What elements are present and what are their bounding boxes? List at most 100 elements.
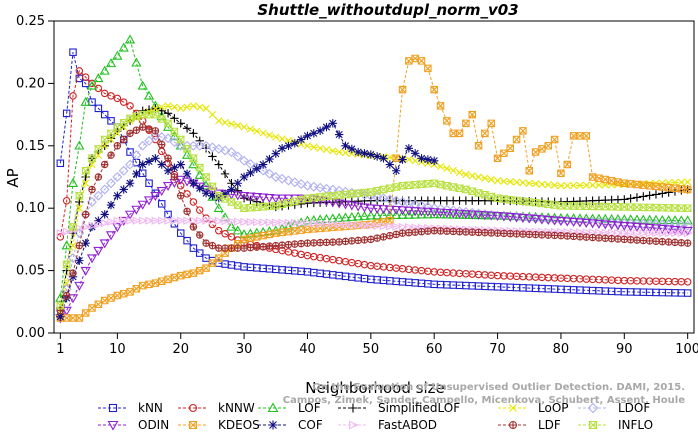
point-loop (551, 181, 559, 189)
point-odin (353, 202, 364, 212)
point-fastabod (614, 228, 624, 238)
point-lof (663, 214, 674, 225)
point-kdeos (75, 314, 84, 322)
point-fastabod (303, 219, 314, 228)
point-loop (310, 143, 318, 151)
point-odin (517, 213, 529, 223)
point-loop (215, 117, 223, 125)
point-ldf (88, 185, 96, 194)
point-fastabod (620, 229, 630, 238)
point-kdeos (215, 254, 223, 262)
point-fastabod (145, 216, 155, 225)
point-fastabod (227, 217, 238, 226)
point-odin (93, 246, 104, 256)
point-inflo (106, 129, 116, 138)
point-ldf (145, 125, 153, 133)
point-lof (391, 209, 402, 219)
point-ldof (308, 181, 319, 192)
legend-label: ODIN (138, 418, 169, 432)
point-fastabod (240, 217, 250, 226)
point-ldf (151, 127, 160, 135)
point-ldf (69, 269, 77, 277)
point-lof (422, 209, 434, 219)
point-lof (99, 65, 110, 75)
point-fastabod (639, 229, 649, 238)
point-knnw (683, 278, 692, 286)
point-cof (303, 131, 312, 141)
point-cof (372, 152, 382, 161)
point-loop (386, 153, 394, 161)
point-cof (157, 160, 166, 169)
point-odin (156, 186, 167, 197)
point-odin (581, 218, 592, 228)
point-ldf (202, 239, 210, 247)
point-ldf (588, 233, 597, 242)
point-kdeos (138, 281, 147, 290)
point-knn (195, 249, 204, 257)
x-tick-label: 20 (172, 342, 189, 357)
point-knnw (126, 102, 134, 110)
point-fastabod (176, 216, 187, 225)
point-simplifiedlof (626, 194, 635, 203)
point-simplifiedlof (189, 129, 198, 138)
point-odin (435, 208, 446, 218)
point-knn (176, 229, 185, 237)
point-inflo (676, 204, 686, 212)
point-inflo (188, 154, 198, 163)
point-lof (340, 212, 351, 222)
point-ldf (176, 192, 185, 200)
point-cof (182, 169, 192, 179)
point-inflo (334, 191, 344, 199)
point-loop (443, 164, 451, 173)
point-lof (669, 215, 681, 225)
point-ldf (664, 238, 673, 246)
point-loop (164, 102, 172, 110)
point-simplifiedlof (639, 192, 648, 201)
point-fastabod (633, 229, 643, 238)
point-ldf (474, 228, 483, 237)
legend-label: kNNW (218, 401, 255, 415)
point-ldf (195, 231, 204, 239)
point-fastabod (208, 216, 219, 225)
point-loop (512, 178, 521, 186)
point-ldof (232, 151, 243, 162)
point-ldf (487, 229, 495, 237)
point-loop (113, 129, 121, 137)
point-odin (99, 239, 110, 249)
series-lof (55, 34, 693, 302)
point-kdeos (176, 271, 185, 280)
point-ldf (291, 240, 299, 248)
point-cof (208, 191, 217, 200)
point-fastabod (183, 216, 193, 225)
point-odin (340, 200, 351, 210)
point-inflo (233, 201, 243, 209)
point-cof (151, 154, 160, 163)
point-knn (100, 110, 109, 119)
point-simplifiedlof (170, 114, 179, 123)
point-knn (157, 200, 166, 208)
point-knnw (62, 196, 71, 205)
point-lof (410, 209, 421, 219)
point-loop (335, 148, 343, 156)
point-fastabod (379, 222, 390, 231)
point-cof (353, 147, 363, 157)
point-fastabod (113, 216, 123, 225)
point-lof (429, 209, 440, 219)
point-ldf (658, 237, 667, 246)
point-ldof (327, 184, 338, 195)
point-kdeos (500, 149, 508, 158)
point-ldof (68, 253, 78, 264)
point-odin (257, 193, 269, 203)
point-odin (346, 201, 357, 211)
legend-label: SimplifiedLOF (378, 401, 460, 415)
point-ldf (424, 227, 432, 235)
point-ldf (157, 140, 166, 149)
point-odin (612, 221, 624, 231)
point-knn (189, 244, 198, 252)
point-kdeos (157, 277, 166, 285)
point-ldf (183, 207, 191, 215)
point-odin (511, 213, 522, 223)
point-odin (663, 225, 674, 235)
point-odin (543, 215, 554, 225)
